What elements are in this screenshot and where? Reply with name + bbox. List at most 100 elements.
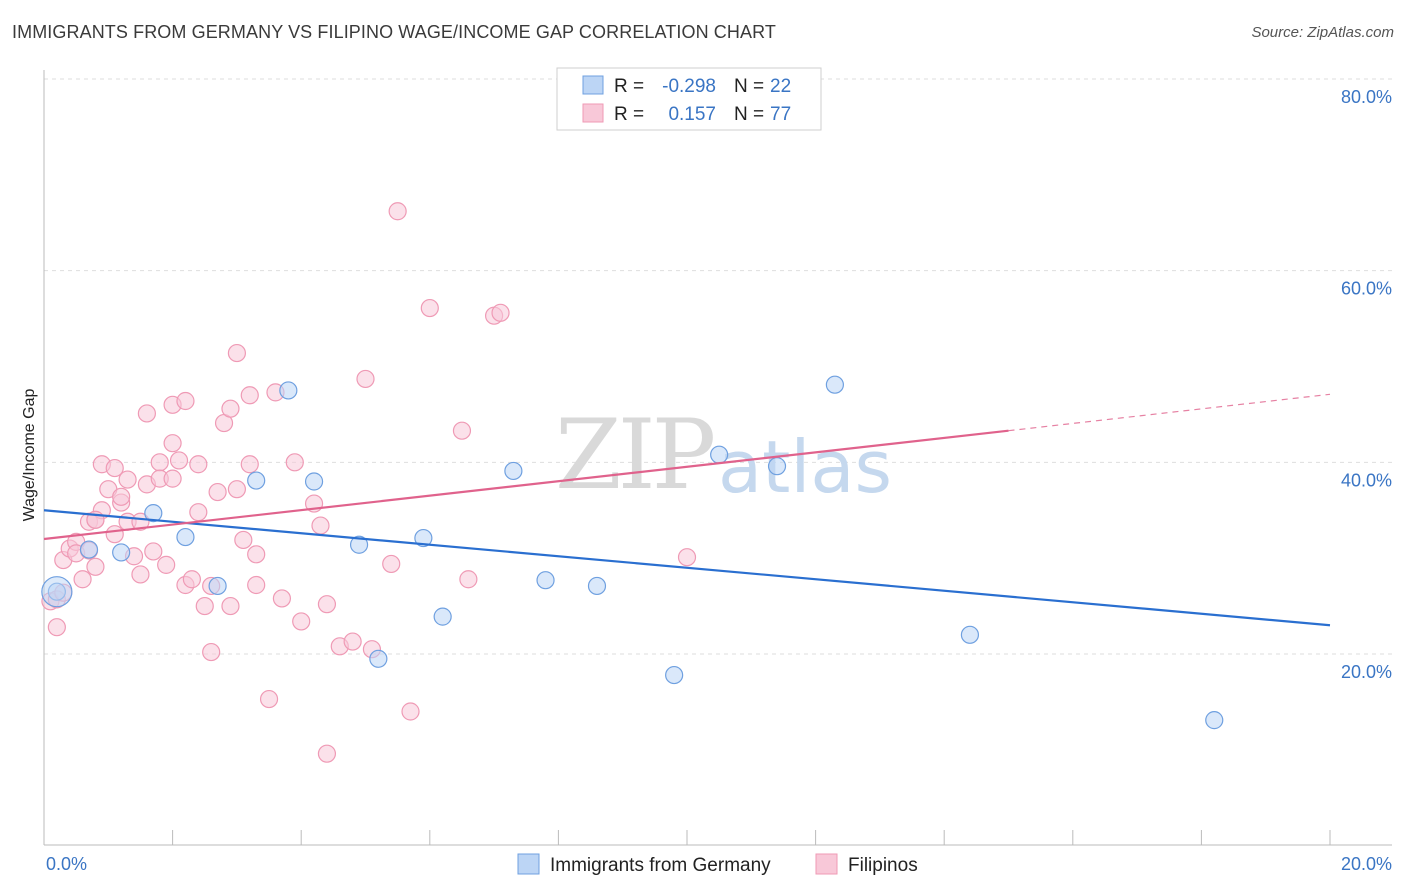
point-filipinos [176, 391, 195, 411]
point-filipinos [118, 470, 137, 489]
stats-legend: R = -0.298 N = 22 R = 0.157 N = 77 [556, 67, 822, 131]
point-filipinos [195, 596, 214, 616]
point-filipinos [86, 557, 105, 576]
point-germany [536, 571, 555, 590]
point-germany [414, 528, 433, 548]
chart-title: IMMIGRANTS FROM GERMANY VS FILIPINO WAGE… [12, 22, 776, 42]
x-tick-label-max: 20.0% [1341, 854, 1392, 874]
y-tick-label: 40.0% [1341, 470, 1392, 490]
point-germany [767, 457, 787, 476]
point-germany [665, 665, 684, 685]
point-germany-large [41, 576, 73, 608]
legend-r-label-filipinos: R = [614, 104, 644, 125]
legend-n-label-filipinos: N = [734, 104, 764, 125]
x-ticks [43, 830, 1331, 845]
x-tick-label-min: 0.0% [46, 854, 87, 874]
point-germany [960, 625, 980, 644]
legend-r-value-filipinos: 0.157 [668, 104, 716, 125]
point-filipinos [272, 589, 292, 608]
point-filipinos [388, 202, 407, 221]
trendlines [43, 393, 1331, 627]
point-filipinos [189, 455, 208, 474]
legend-n-label-germany: N = [734, 76, 764, 97]
watermark-atlas: atlas [718, 425, 892, 509]
point-filipinos [317, 744, 337, 763]
point-filipinos [202, 642, 221, 662]
point-filipinos [311, 516, 330, 535]
point-filipinos [240, 455, 259, 474]
point-filipinos [182, 570, 201, 589]
bottom-legend-label-germany: Immigrants from Germany [550, 855, 771, 876]
point-filipinos [459, 570, 478, 589]
point-filipinos [317, 595, 337, 614]
point-filipinos [137, 404, 156, 423]
point-germany [504, 461, 523, 481]
point-germany [279, 381, 298, 400]
legend-swatch-filipinos [582, 103, 604, 123]
trendline-filipinos-extrapolated [1008, 393, 1331, 432]
gridlines [44, 78, 1392, 655]
point-germany [112, 543, 131, 562]
point-filipinos [221, 596, 240, 616]
point-germany [208, 576, 227, 596]
watermark-zip: ZIP [555, 399, 714, 511]
source-label: Source: ZipAtlas.com [1251, 24, 1394, 41]
point-filipinos [420, 298, 439, 318]
point-germany [825, 375, 844, 394]
point-filipinos [169, 451, 189, 470]
y-tick-label: 80.0% [1341, 87, 1392, 107]
legend-n-value-filipinos: 77 [770, 104, 791, 125]
bottom-legend-swatch-filipinos [815, 853, 838, 875]
point-germany [349, 535, 369, 554]
trendline-germany [43, 509, 1331, 627]
point-filipinos [259, 689, 279, 709]
legend-swatch-germany [582, 75, 604, 95]
point-germany [369, 649, 388, 668]
point-filipinos [677, 548, 697, 567]
point-filipinos [247, 575, 266, 595]
point-germany [433, 607, 452, 626]
point-filipinos [163, 469, 182, 488]
legend-r-value-germany: -0.298 [662, 76, 716, 97]
point-filipinos [157, 555, 176, 574]
point-filipinos [47, 618, 66, 637]
data-points [41, 202, 1224, 763]
point-filipinos [234, 530, 253, 550]
bottom-legend-label-filipinos: Filipinos [848, 855, 918, 876]
point-germany [304, 472, 324, 491]
bottom-legend-swatch-germany [517, 853, 540, 875]
legend-n-value-germany: 22 [770, 76, 791, 97]
point-filipinos [105, 458, 124, 478]
point-filipinos [401, 702, 420, 721]
point-filipinos [227, 343, 246, 363]
point-germany [247, 471, 266, 490]
point-filipinos [131, 565, 150, 584]
point-filipinos [144, 542, 163, 561]
point-germany [1205, 711, 1224, 730]
point-filipinos [150, 453, 169, 472]
point-germany [176, 527, 195, 547]
point-filipinos [491, 303, 510, 322]
point-filipinos [343, 632, 362, 651]
point-filipinos [208, 482, 227, 502]
point-filipinos [221, 399, 240, 418]
point-germany [79, 540, 99, 559]
point-filipinos [285, 453, 304, 472]
point-filipinos [356, 369, 375, 389]
y-tick-labels: 20.0% 40.0% 60.0% 80.0% [1341, 87, 1392, 682]
point-filipinos [163, 434, 182, 453]
y-axis-label: Wage/Income Gap [21, 389, 38, 522]
point-filipinos [73, 570, 92, 589]
point-germany [144, 504, 163, 523]
point-germany [710, 445, 729, 464]
point-filipinos [105, 525, 124, 544]
point-filipinos [189, 503, 208, 522]
y-tick-label: 20.0% [1341, 662, 1392, 682]
point-germany [587, 576, 607, 596]
legend-r-label-germany: R = [614, 76, 644, 97]
point-filipinos [240, 386, 259, 405]
y-tick-label: 60.0% [1341, 279, 1392, 299]
point-filipinos [452, 421, 472, 440]
series-legend: Immigrants from Germany Filipinos [517, 853, 918, 876]
